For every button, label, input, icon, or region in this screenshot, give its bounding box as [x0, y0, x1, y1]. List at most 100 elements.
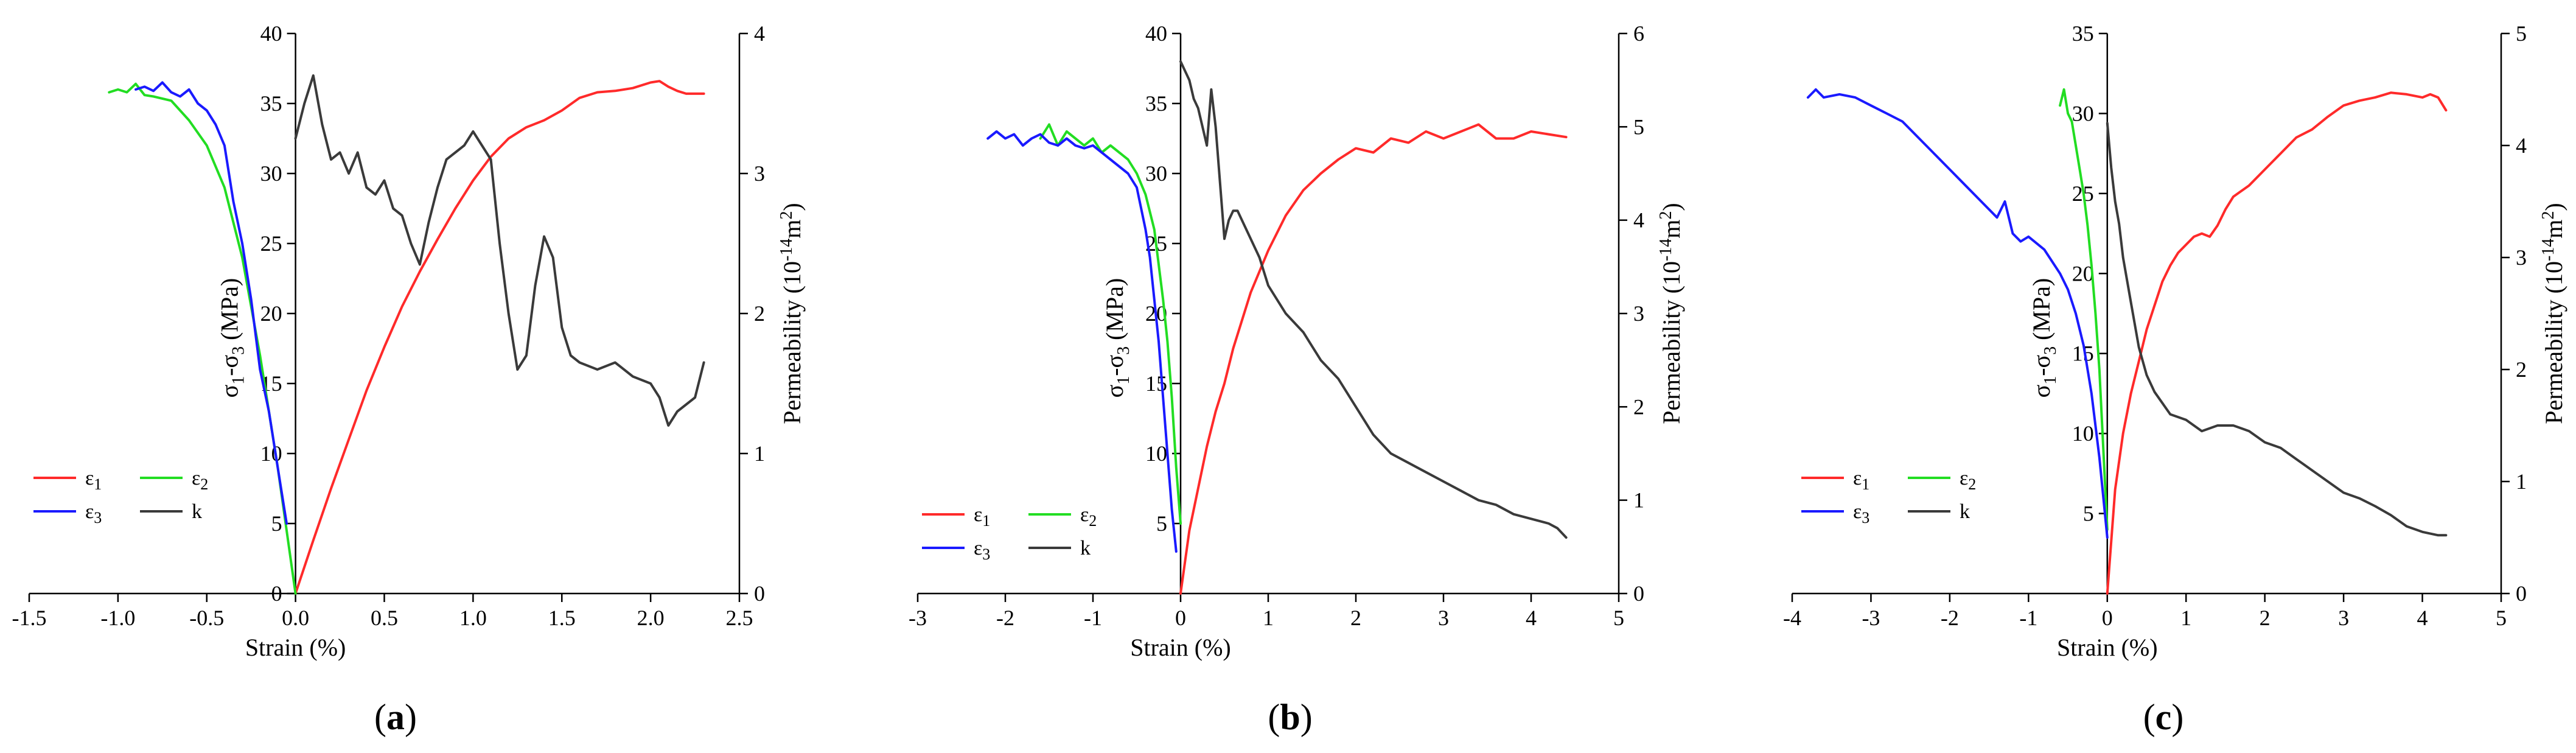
legend-label: ε1: [974, 503, 990, 530]
legend-subscript: 2: [1968, 475, 1976, 493]
x-axis-title: Strain (%): [245, 634, 346, 661]
y-left-tick-label: 10: [1145, 441, 1167, 466]
y-right-tick-label: 2: [2516, 357, 2527, 382]
panel-label-open: (: [374, 697, 386, 737]
panel-label-open: (: [2143, 697, 2155, 737]
x-tick-label: 5: [1613, 606, 1624, 630]
y-right-tick-label: 1: [2516, 469, 2527, 494]
series-line-1: [1179, 123, 1568, 595]
legend-symbol: ε: [974, 537, 982, 559]
y-left-title-mid: -σ: [1101, 355, 1128, 376]
y-right-tick-label: 0: [1633, 581, 1644, 606]
legend-label: k: [1960, 500, 1970, 523]
series-line-2: [1039, 123, 1182, 525]
y-left-tick-label: 35: [2072, 21, 2094, 46]
y-right-tick-label: 1: [754, 441, 765, 466]
x-tick-label: 5: [2496, 606, 2507, 630]
y-left-tick-label: 25: [260, 231, 282, 256]
legend-symbol: k: [1960, 500, 1970, 523]
y-left-title-mid: -σ: [2028, 355, 2055, 376]
legend-symbol: ε: [85, 500, 94, 523]
y-left-tick-label: 20: [260, 301, 282, 326]
y-right-title-close: ): [1658, 203, 1685, 211]
y-right-title-sq: 2: [1656, 211, 1675, 220]
y-right-title-exp: -14: [777, 239, 796, 261]
panel-label-letter: a: [386, 697, 405, 737]
legend-label: k: [192, 500, 202, 523]
chart-panel-a: -1.5 -1.0 -0.5 0.0 0.5 1.0 1.5 2.0 2.50510152025…: [12, 21, 806, 661]
y-left-title-sigma: σ: [1101, 385, 1128, 398]
x-tick-label: -4: [1783, 606, 1801, 630]
panel-label-close: ): [405, 697, 417, 737]
series-line-2: [2059, 88, 2109, 531]
y-right-title-exp: -14: [2539, 239, 2558, 261]
panel-label-letter: c: [2155, 697, 2172, 737]
legend-symbol: ε: [1853, 467, 1862, 489]
legend-symbol: ε: [1853, 500, 1862, 523]
x-tick-label: 0.0: [282, 606, 309, 630]
x-tick-label: 2: [1350, 606, 1361, 630]
panel-label-a: (a): [374, 697, 417, 737]
y-right-tick-label: 4: [2516, 133, 2527, 158]
y-left-tick-label: 40: [1145, 21, 1167, 46]
series-line-3: [986, 130, 1178, 553]
y-right-title-post: m: [778, 220, 806, 239]
x-tick-label: -1: [2019, 606, 2037, 630]
panel-label-close: ): [1300, 697, 1313, 737]
legend-symbol: k: [1080, 537, 1091, 559]
y-right-tick-label: 4: [1633, 208, 1644, 233]
y-right-tick-label: 2: [1633, 394, 1644, 419]
y-left-title-sigma: σ: [216, 385, 243, 398]
y-right-tick-label: 1: [1633, 488, 1644, 513]
y-left-title-sub3: 3: [2041, 346, 2060, 355]
legend-subscript: 1: [982, 512, 990, 530]
y-right-title-close: ): [778, 203, 806, 211]
y-left-tick-label: 30: [1145, 161, 1167, 186]
series-line-4: [294, 74, 705, 427]
panel-label-open: (: [1268, 697, 1280, 737]
chart-panel-b: -3 -2 -1 0 1 2 3 4 55101520253035400123456Strain…: [909, 21, 1685, 661]
x-tick-label: 0: [2102, 606, 2113, 630]
x-tick-label: -1.5: [12, 606, 47, 630]
x-tick-label: -3: [1862, 606, 1880, 630]
legend-subscript: 1: [1862, 475, 1869, 493]
panel-label-letter: b: [1280, 697, 1300, 737]
legend: ε1 ε 2 ε3 k: [1801, 467, 1976, 527]
legend-symbol: k: [192, 500, 202, 523]
y-right-tick-label: 6: [1633, 21, 1644, 46]
y-right-tick-label: 0: [2516, 581, 2527, 606]
legend-symbol: ε: [974, 503, 982, 526]
y-left-title-sub3: 3: [229, 346, 248, 355]
series-line-3: [1806, 88, 2109, 539]
y-left-title-unit: (MPa): [1101, 278, 1128, 346]
x-tick-label: 4: [2417, 606, 2428, 630]
y-left-axis-title: σ1-σ3 (MPa): [1101, 278, 1133, 398]
legend-label: ε3: [1853, 500, 1869, 527]
legend-subscript: 3: [1862, 509, 1869, 527]
x-tick-label: -1.0: [100, 606, 135, 630]
legend-label: ε2: [1080, 503, 1097, 530]
legend-subscript: 3: [982, 545, 990, 563]
panel-label-c: (c): [2143, 697, 2184, 737]
y-left-tick-label: 10: [260, 441, 282, 466]
y-left-title-sub1: 1: [229, 376, 248, 385]
legend-symbol: ε: [85, 467, 94, 489]
y-right-tick-label: 4: [754, 21, 765, 46]
series-line-3: [134, 81, 288, 525]
legend-subscript: 2: [1089, 512, 1097, 530]
y-left-tick-label: 35: [1145, 91, 1167, 116]
y-left-title-unit: (MPa): [2028, 278, 2055, 346]
x-tick-label: 1: [2180, 606, 2191, 630]
y-right-tick-label: 3: [1633, 301, 1644, 326]
y-right-tick-label: 2: [754, 301, 765, 326]
x-tick-label: 1.0: [459, 606, 487, 630]
y-left-title-sub1: 1: [2041, 376, 2060, 385]
y-right-axis-title: Permeability (10-14m2): [2539, 203, 2567, 424]
chart-panel-c: -4 -3 -2 -1 0 1 2 3 4 55101520253035012345Strain …: [1783, 21, 2567, 661]
x-tick-label: 3: [1438, 606, 1449, 630]
y-right-tick-label: 3: [754, 161, 765, 186]
y-left-title-unit: (MPa): [216, 278, 243, 346]
x-tick-label: 1.5: [548, 606, 576, 630]
y-right-title-sq: 2: [777, 211, 796, 220]
